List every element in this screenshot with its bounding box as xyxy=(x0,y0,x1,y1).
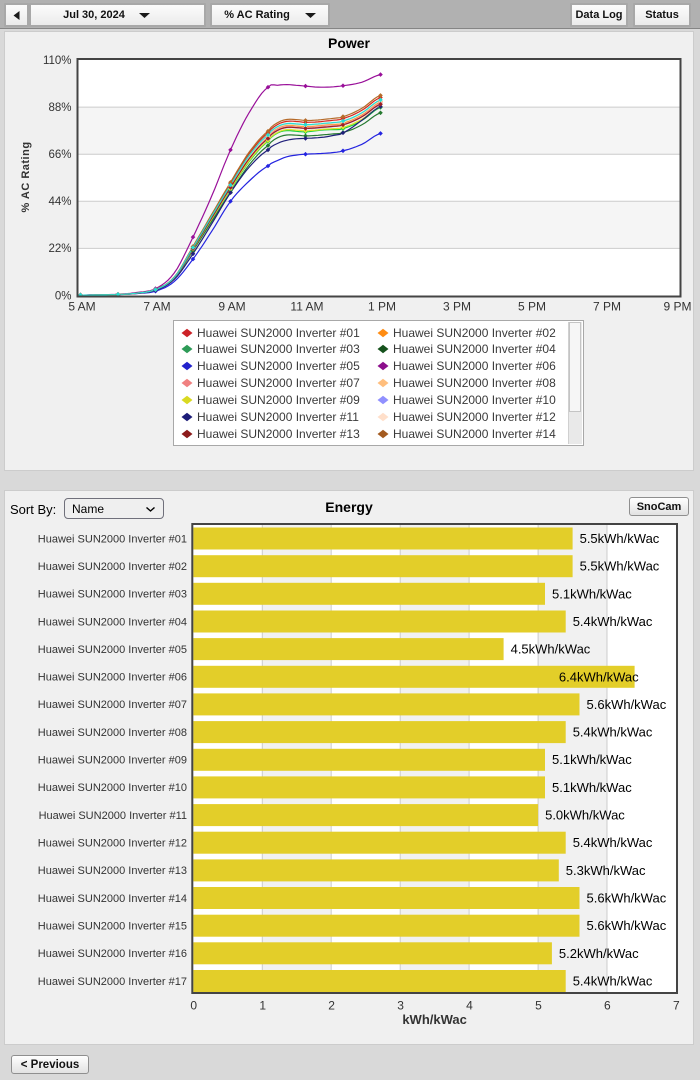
svg-text:Huawei SUN2000 Inverter #15: Huawei SUN2000 Inverter #15 xyxy=(38,921,187,933)
svg-text:44%: 44% xyxy=(48,196,71,208)
svg-text:5.1kWh/kWac: 5.1kWh/kWac xyxy=(552,780,632,795)
svg-text:Huawei SUN2000 Inverter #17: Huawei SUN2000 Inverter #17 xyxy=(38,976,187,988)
svg-text:11 AM: 11 AM xyxy=(290,300,323,314)
svg-text:0%: 0% xyxy=(55,290,72,302)
svg-text:Huawei SUN2000 Inverter #07: Huawei SUN2000 Inverter #07 xyxy=(38,699,187,711)
svg-text:Huawei SUN2000 Inverter #02: Huawei SUN2000 Inverter #02 xyxy=(38,561,187,573)
svg-text:5.1kWh/kWac: 5.1kWh/kWac xyxy=(552,586,632,601)
svg-text:7: 7 xyxy=(673,999,680,1013)
svg-text:5.6kWh/kWac: 5.6kWh/kWac xyxy=(587,918,667,933)
svg-text:5.4kWh/kWac: 5.4kWh/kWac xyxy=(573,974,653,989)
svg-text:5.5kWh/kWac: 5.5kWh/kWac xyxy=(580,531,660,546)
svg-text:Huawei SUN2000 Inverter #03: Huawei SUN2000 Inverter #03 xyxy=(38,589,187,601)
svg-text:7 PM: 7 PM xyxy=(593,300,621,314)
svg-text:5.6kWh/kWac: 5.6kWh/kWac xyxy=(587,697,667,712)
svg-text:Huawei SUN2000 Inverter #05: Huawei SUN2000 Inverter #05 xyxy=(38,644,187,656)
svg-text:5.4kWh/kWac: 5.4kWh/kWac xyxy=(573,614,653,629)
svg-text:6.4kWh/kWac: 6.4kWh/kWac xyxy=(559,669,639,684)
svg-text:5: 5 xyxy=(535,999,542,1013)
svg-text:3: 3 xyxy=(397,999,404,1013)
svg-text:0: 0 xyxy=(190,999,197,1013)
svg-text:5 PM: 5 PM xyxy=(518,300,546,314)
svg-text:5 AM: 5 AM xyxy=(68,300,95,314)
svg-text:5.3kWh/kWac: 5.3kWh/kWac xyxy=(566,863,646,878)
svg-text:Huawei SUN2000 Inverter #13: Huawei SUN2000 Inverter #13 xyxy=(38,865,187,877)
svg-text:Huawei SUN2000 Inverter #14: Huawei SUN2000 Inverter #14 xyxy=(38,893,187,905)
svg-text:Huawei SUN2000 Inverter #11: Huawei SUN2000 Inverter #11 xyxy=(39,810,187,822)
svg-text:6: 6 xyxy=(604,999,611,1013)
svg-text:22%: 22% xyxy=(48,243,71,255)
svg-text:Huawei SUN2000 Inverter #16: Huawei SUN2000 Inverter #16 xyxy=(38,948,187,960)
svg-text:2: 2 xyxy=(328,999,335,1013)
svg-text:5.6kWh/kWac: 5.6kWh/kWac xyxy=(587,891,667,906)
svg-text:7 AM: 7 AM xyxy=(143,300,170,314)
svg-text:5.1kWh/kWac: 5.1kWh/kWac xyxy=(552,752,632,767)
svg-text:110%: 110% xyxy=(43,55,72,67)
svg-text:kWh/kWac: kWh/kWac xyxy=(402,1012,467,1027)
svg-text:3 PM: 3 PM xyxy=(443,300,471,314)
svg-text:5.5kWh/kWac: 5.5kWh/kWac xyxy=(580,559,660,574)
svg-text:9 PM: 9 PM xyxy=(663,300,691,314)
svg-text:5.4kWh/kWac: 5.4kWh/kWac xyxy=(573,725,653,740)
svg-text:Huawei SUN2000 Inverter #12: Huawei SUN2000 Inverter #12 xyxy=(38,838,187,850)
svg-text:Huawei SUN2000 Inverter #04: Huawei SUN2000 Inverter #04 xyxy=(38,616,187,628)
svg-text:Huawei SUN2000 Inverter #06: Huawei SUN2000 Inverter #06 xyxy=(38,672,187,684)
svg-text:Huawei SUN2000 Inverter #08: Huawei SUN2000 Inverter #08 xyxy=(38,727,187,739)
svg-text:5.2kWh/kWac: 5.2kWh/kWac xyxy=(559,946,639,961)
svg-text:9 AM: 9 AM xyxy=(218,300,245,314)
svg-text:1: 1 xyxy=(259,999,266,1013)
svg-text:5.0kWh/kWac: 5.0kWh/kWac xyxy=(545,808,625,823)
svg-text:88%: 88% xyxy=(48,102,71,114)
svg-text:1 PM: 1 PM xyxy=(368,300,396,314)
svg-text:Huawei SUN2000 Inverter #09: Huawei SUN2000 Inverter #09 xyxy=(38,755,187,767)
svg-text:66%: 66% xyxy=(48,149,71,161)
svg-text:4.5kWh/kWac: 4.5kWh/kWac xyxy=(511,642,591,657)
svg-text:5.4kWh/kWac: 5.4kWh/kWac xyxy=(573,835,653,850)
svg-text:Huawei SUN2000 Inverter #10: Huawei SUN2000 Inverter #10 xyxy=(38,782,187,794)
svg-text:Huawei SUN2000 Inverter #01: Huawei SUN2000 Inverter #01 xyxy=(38,533,187,545)
svg-text:% AC Rating: % AC Rating xyxy=(20,141,32,212)
svg-text:4: 4 xyxy=(466,999,473,1013)
